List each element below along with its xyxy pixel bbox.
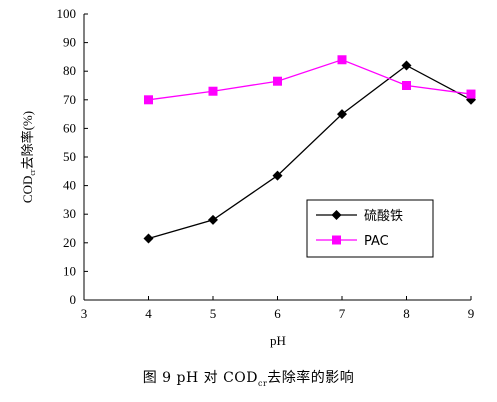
legend-items: 硫酸铁 PAC bbox=[316, 209, 403, 249]
x-tick-label: 5 bbox=[210, 306, 217, 321]
y-tick-label: 50 bbox=[63, 149, 76, 164]
x-tick-label: 4 bbox=[145, 306, 152, 321]
y-axis-label-main: COD bbox=[20, 176, 35, 203]
series-2-point bbox=[144, 95, 153, 105]
x-tick-label: 7 bbox=[339, 306, 346, 321]
y-ticks: 0 10 20 30 40 50 60 70 80 90 100 bbox=[57, 6, 88, 307]
y-tick-label: 20 bbox=[63, 235, 76, 250]
series-1-point bbox=[337, 109, 347, 120]
caption-sub: cr bbox=[257, 378, 268, 388]
series-line-1 bbox=[148, 64, 472, 240]
y-tick-label: 40 bbox=[63, 178, 76, 193]
series-2-point bbox=[273, 76, 282, 86]
y-axis-label-rest: 去除率(%) bbox=[20, 111, 35, 170]
legend-box bbox=[306, 199, 434, 258]
x-ticks: 3 4 5 6 7 8 9 bbox=[81, 296, 475, 321]
y-tick-label: 30 bbox=[63, 206, 76, 221]
plot-area: 3 4 5 6 7 8 9 0 10 20 30 40 50 60 70 80 90 100 bbox=[57, 6, 476, 321]
x-tick-label: 3 bbox=[81, 306, 88, 321]
y-axis-label-sub: cr bbox=[28, 169, 37, 176]
legend-marker-1 bbox=[331, 210, 342, 220]
legend-label-2: PAC bbox=[364, 234, 389, 249]
legend-label-1: 硫酸铁 bbox=[364, 209, 403, 224]
series-layer bbox=[143, 55, 476, 244]
legend-marker-2 bbox=[332, 235, 341, 245]
x-tick-label: 9 bbox=[468, 306, 475, 321]
figure-caption: 图 9 pH 对 CODcr去除率的影响 bbox=[0, 367, 497, 388]
y-tick-label: 0 bbox=[70, 292, 77, 307]
y-tick-label: 60 bbox=[63, 120, 76, 135]
series-2-point bbox=[402, 81, 411, 90]
series-1-point bbox=[401, 60, 412, 71]
series-2-point bbox=[466, 89, 476, 99]
x-axis-label: pH bbox=[270, 333, 286, 348]
y-tick-label: 70 bbox=[63, 92, 76, 107]
x-tick-label: 6 bbox=[274, 306, 281, 321]
caption-suffix: 去除率的影响 bbox=[267, 370, 355, 386]
x-tick-label: 8 bbox=[403, 306, 410, 321]
y-tick-label: 90 bbox=[63, 35, 76, 50]
series-1-point bbox=[143, 233, 154, 244]
series-2-point bbox=[208, 86, 218, 96]
series-line-2 bbox=[148, 59, 472, 101]
series-2-point bbox=[337, 55, 347, 65]
y-tick-label: 100 bbox=[57, 6, 77, 21]
legend: 硫酸铁 PAC bbox=[306, 199, 434, 258]
series-1-point bbox=[272, 170, 283, 181]
series-1-point bbox=[208, 214, 218, 225]
y-tick-label: 80 bbox=[63, 63, 76, 78]
y-tick-label: 10 bbox=[63, 263, 76, 278]
caption-prefix: 图 9 pH 对 COD bbox=[142, 370, 258, 386]
y-axis-label: CODcr去除率(%) bbox=[20, 111, 37, 203]
